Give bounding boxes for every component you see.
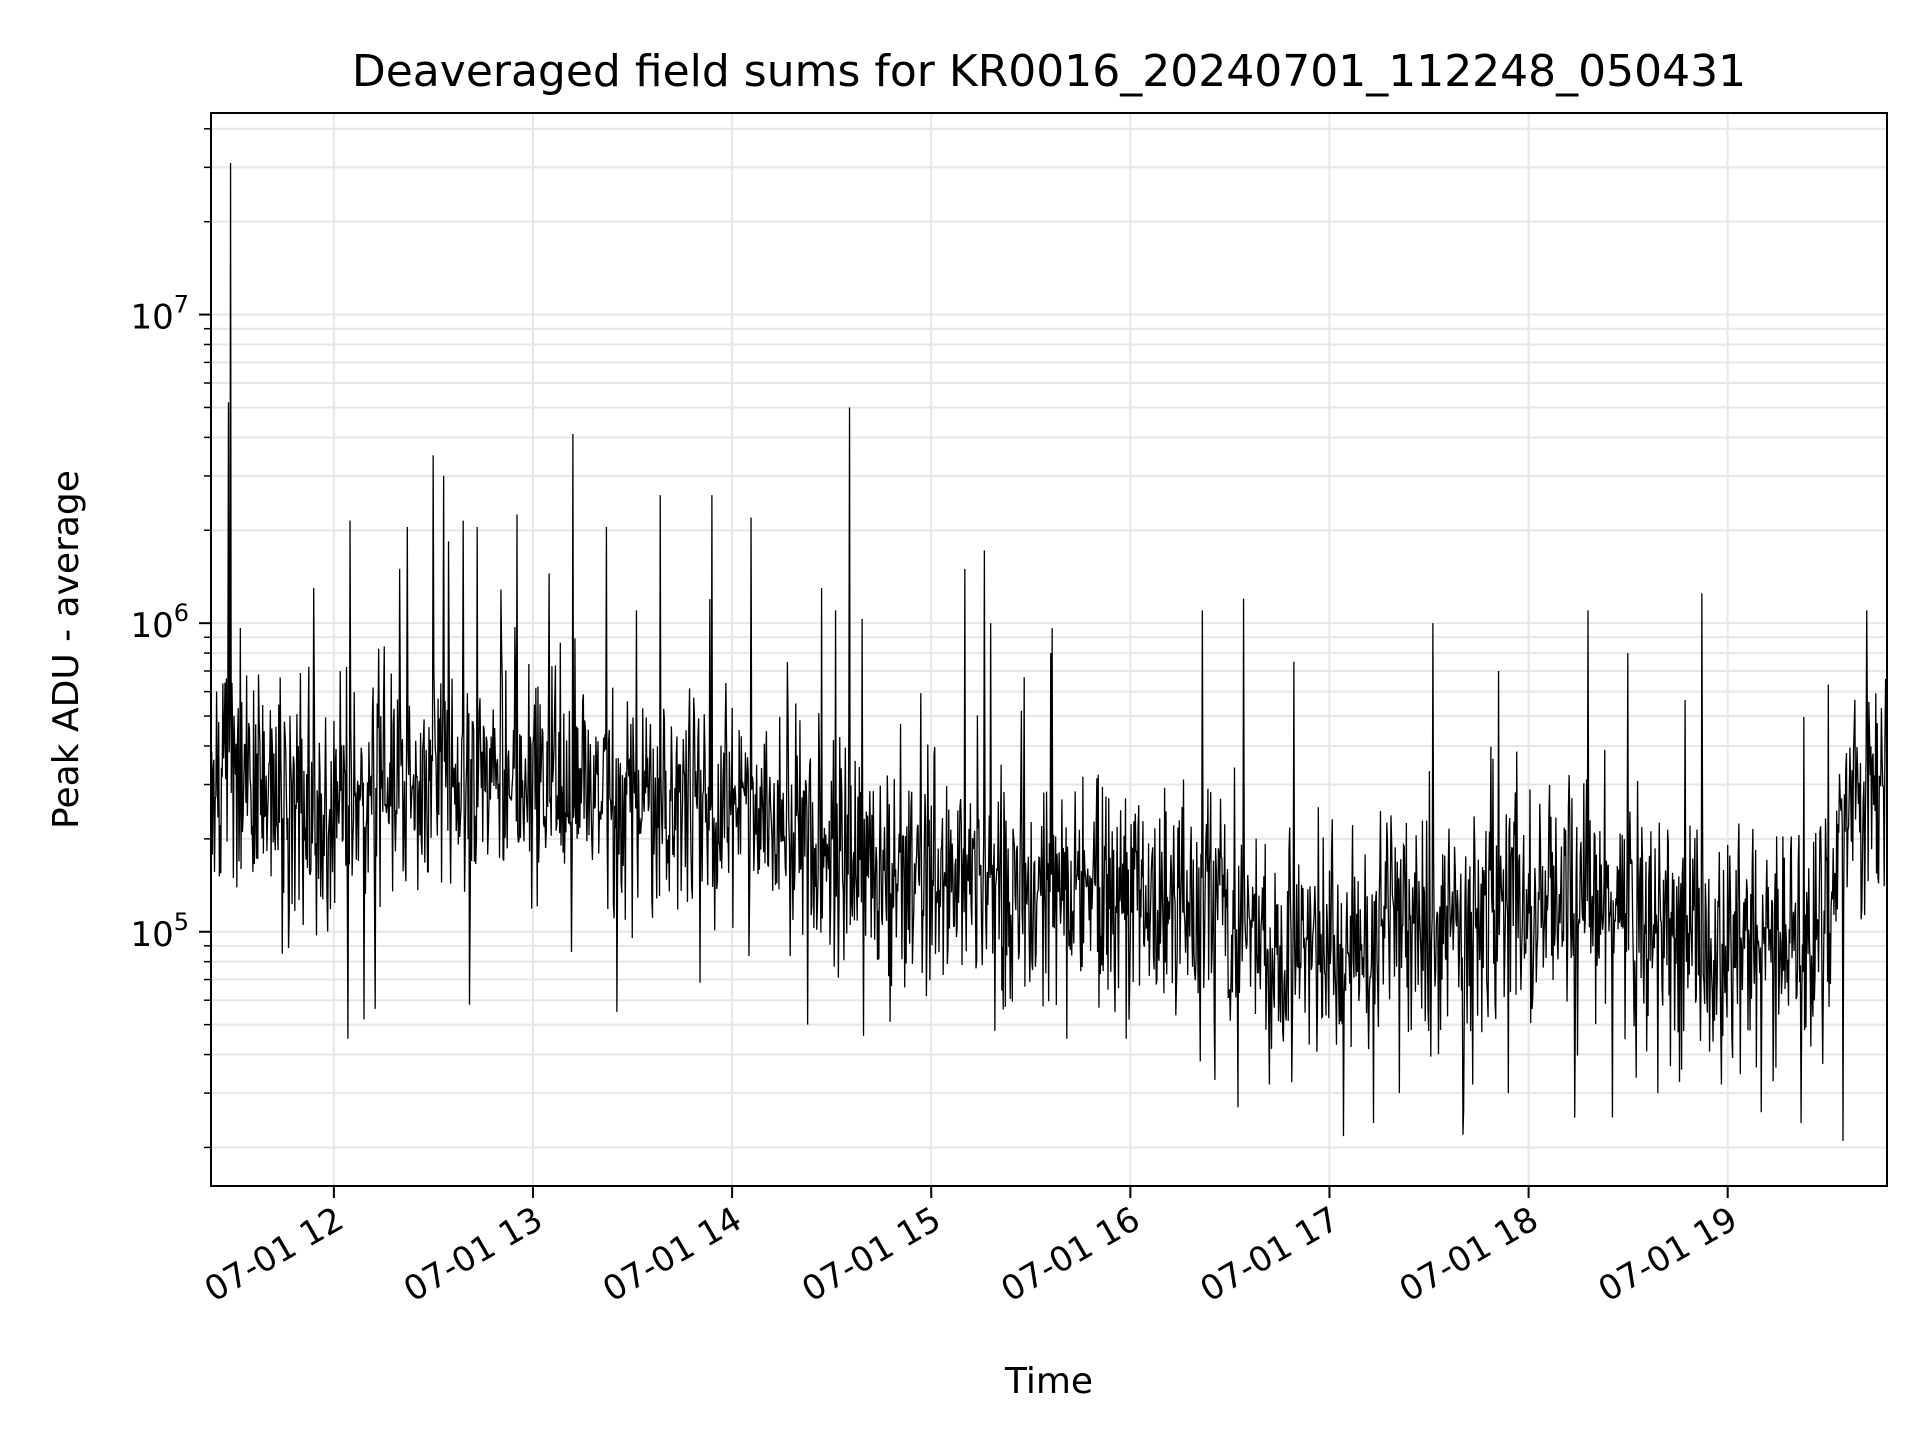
x-axis-label: Time (1004, 1361, 1093, 1402)
y-tick-label: 105 (130, 908, 189, 955)
plot-frame (210, 112, 1888, 1187)
y-axis-label: Peak ADU - average (46, 470, 87, 829)
y-tick-label: 107 (130, 291, 189, 338)
y-tick-label: 106 (130, 599, 189, 646)
chart-title: Deaveraged field sums for KR0016_2024070… (352, 46, 1746, 97)
plot-area (211, 162, 1887, 1141)
y-axis: 105 106 107 (130, 291, 211, 955)
series-line (211, 162, 1887, 1141)
